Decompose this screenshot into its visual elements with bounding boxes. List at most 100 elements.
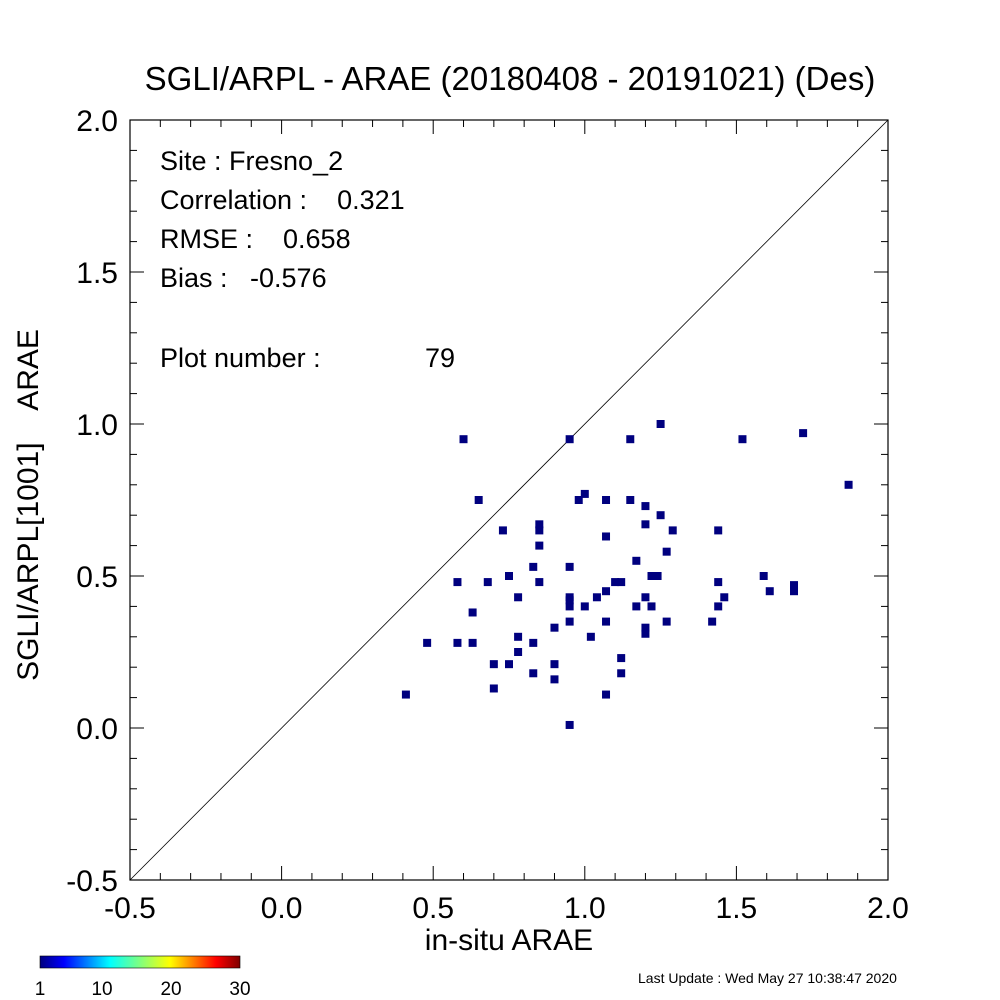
- data-point: [790, 587, 799, 596]
- data-point: [656, 420, 665, 428]
- stat-bias: Bias : -0.576: [160, 263, 327, 293]
- data-point: [550, 660, 559, 669]
- data-point: [714, 578, 723, 587]
- data-point: [535, 526, 544, 535]
- data-point: [468, 638, 477, 647]
- colorbar-tick-label: 20: [160, 979, 181, 1000]
- data-point: [459, 435, 468, 444]
- stat-plot-number-label: Plot number :: [160, 343, 321, 373]
- data-point: [799, 429, 808, 438]
- one-to-one-line: [129, 119, 889, 881]
- data-point: [489, 660, 498, 669]
- data-point: [617, 654, 626, 663]
- data-point: [738, 435, 747, 444]
- chart-title: SGLI/ARPL - ARAE (20180408 - 20191021) (…: [145, 60, 876, 97]
- data-point: [505, 572, 513, 580]
- data-point: [401, 690, 410, 699]
- colorbar-tick-label: 10: [91, 979, 112, 1000]
- data-point: [565, 602, 574, 611]
- data-point: [611, 578, 620, 587]
- colorbar-tick-labels: 1 10 20 30: [35, 979, 251, 1000]
- data-point: [790, 581, 799, 590]
- stat-correlation: Correlation : 0.321: [160, 185, 405, 215]
- y-tick-label: 2.0: [76, 105, 118, 138]
- colorbar: 1 10 20 30: [35, 955, 251, 1000]
- data-point: [632, 556, 641, 565]
- data-point: [423, 638, 432, 647]
- data-point: [632, 602, 641, 611]
- data-point: [626, 496, 635, 504]
- y-tick-label: 0.5: [76, 561, 118, 594]
- data-point: [641, 623, 650, 632]
- data-point: [453, 638, 462, 647]
- data-point: [565, 593, 574, 602]
- data-point: [647, 602, 656, 611]
- data-point: [514, 632, 523, 641]
- data-point: [580, 602, 589, 611]
- data-point: [474, 496, 483, 504]
- plot-frame: [129, 119, 889, 881]
- data-points: [401, 420, 853, 729]
- data-point: [708, 617, 717, 626]
- last-update-text: Last Update : Wed May 27 10:38:47 2020: [638, 970, 897, 986]
- data-point: [565, 720, 574, 729]
- colorbar-tick-label: 30: [229, 979, 250, 1000]
- data-point: [514, 648, 523, 656]
- data-point: [550, 675, 559, 684]
- data-point: [498, 526, 507, 535]
- data-point: [529, 638, 538, 647]
- x-tick-label: 0.5: [412, 892, 454, 925]
- data-point: [574, 496, 583, 504]
- y-tick-label: -0.5: [66, 865, 118, 898]
- data-point: [602, 690, 611, 699]
- data-point: [535, 578, 544, 587]
- data-point: [668, 526, 677, 535]
- data-point: [662, 547, 671, 556]
- data-point: [580, 489, 589, 498]
- stat-site: Site : Fresno_2: [160, 146, 343, 176]
- data-point: [641, 629, 650, 638]
- data-point: [602, 496, 611, 504]
- x-tick-label: 1.0: [564, 892, 606, 925]
- data-point: [714, 526, 723, 535]
- stats-box: Site : Fresno_2 Correlation : 0.321 RMSE…: [160, 146, 455, 373]
- data-point: [641, 502, 650, 511]
- data-point: [514, 593, 523, 602]
- data-point: [617, 578, 626, 587]
- data-point: [535, 541, 544, 550]
- data-point: [626, 435, 635, 444]
- y-tick-label: 1.0: [76, 409, 118, 442]
- data-point: [565, 562, 574, 571]
- x-tick-label: 2.0: [867, 892, 909, 925]
- data-point: [489, 684, 498, 693]
- data-point: [656, 511, 665, 520]
- data-point: [529, 562, 538, 571]
- data-point: [617, 669, 626, 678]
- x-axis-label: in-situ ARAE: [425, 924, 593, 957]
- stat-rmse: RMSE : 0.658: [160, 224, 351, 254]
- stat-plot-number-value: 79: [425, 343, 455, 373]
- data-point: [641, 520, 650, 529]
- x-tick-label: -0.5: [104, 892, 156, 925]
- data-point: [535, 520, 544, 529]
- data-point: [602, 587, 611, 596]
- y-tick-label: 1.5: [76, 257, 118, 290]
- colorbar-tick-label: 1: [35, 979, 46, 1000]
- data-point: [565, 435, 574, 444]
- data-point: [453, 578, 462, 587]
- y-axis-label: SGLI/ARPL[1001] ARAE: [12, 329, 45, 681]
- colorbar-gradient: [39, 955, 241, 969]
- data-point: [550, 623, 559, 632]
- data-point: [662, 617, 671, 626]
- axis-ticks: [129, 119, 889, 881]
- data-point: [565, 617, 574, 626]
- one-to-one-line-group: [129, 119, 889, 881]
- data-point: [602, 617, 611, 626]
- data-point: [505, 660, 513, 669]
- axis-tick-labels: -0.5 0.0 0.5 1.0 1.5 2.0 -0.5 0.0 0.5 1.0 1.5 2.0: [66, 105, 909, 925]
- data-point: [468, 608, 477, 617]
- data-point: [529, 669, 538, 678]
- data-point: [647, 572, 656, 580]
- x-tick-label: 0.0: [261, 892, 303, 925]
